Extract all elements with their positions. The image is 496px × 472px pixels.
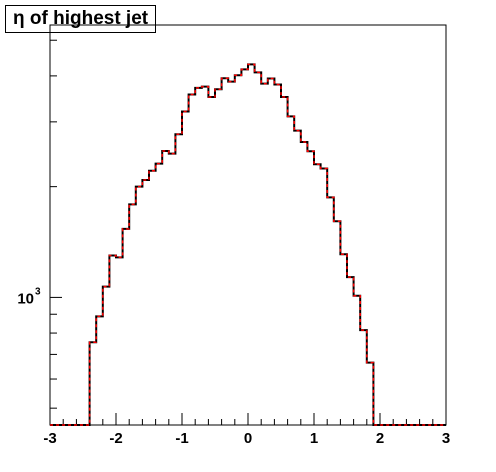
- axis-tick-labels: -3 -2 -1 0 1 2 310 3: [17, 286, 450, 447]
- histogram-solid-line: [50, 63, 446, 426]
- x-tick-label: -1: [175, 430, 188, 447]
- x-tick-label: -2: [109, 430, 122, 447]
- chart-title: η of highest jet: [5, 5, 157, 33]
- plot-frame: [49, 24, 447, 426]
- x-tick-label: -3: [43, 430, 56, 447]
- histogram-series: [50, 63, 446, 426]
- histogram-dashed-line: [50, 63, 446, 426]
- axis-ticks: [49, 39, 447, 425]
- x-tick-label: 3: [442, 430, 450, 447]
- x-tick-label: 0: [244, 430, 252, 447]
- x-tick-label: 1: [310, 430, 318, 447]
- x-tick-label: 2: [376, 430, 384, 447]
- y-tick-label-exponent: 3: [35, 286, 41, 297]
- y-tick-label: 10: [17, 290, 34, 307]
